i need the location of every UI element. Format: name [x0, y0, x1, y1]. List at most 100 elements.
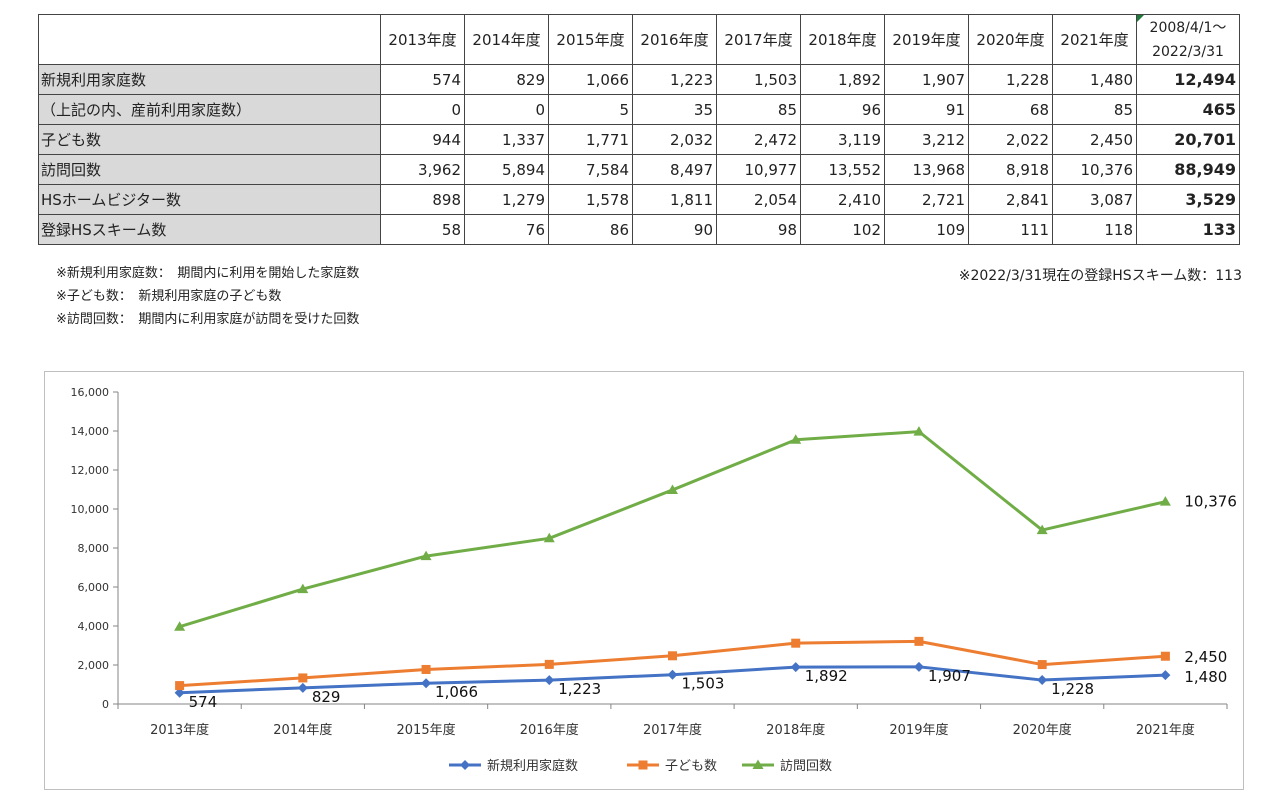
y-tick-label: 8,000	[78, 542, 110, 555]
table-cell: 5	[548, 94, 633, 125]
note-registered-schemes: ※2022/3/31現在の登録HSスキーム数：113	[958, 268, 1242, 284]
table-cell: 898	[380, 184, 465, 215]
legend-label: 訪問回数	[780, 758, 832, 774]
notes-left: ※新規利用家庭数： 期間内に利用を開始した家庭数 ※子ども数： 新規利用家庭の子…	[56, 262, 359, 331]
table-cell: 0	[380, 94, 465, 125]
table-cell: 944	[380, 124, 465, 155]
data-point-triangle	[420, 550, 432, 561]
total-cell: 20,701	[1136, 124, 1240, 155]
data-point-triangle	[543, 532, 555, 543]
table-row: 訪問回数 3,962 5,894 7,584 8,497 10,977 13,552 13,9…	[38, 154, 1240, 185]
x-tick-label: 2020年度	[1013, 722, 1072, 738]
table-cell: 1,503	[716, 64, 801, 95]
total-cell: 88,949	[1136, 154, 1240, 185]
total-cell: 3,529	[1136, 184, 1240, 215]
series-line	[179, 430, 1166, 629]
chart-area: 0 2,000 4,000 6,000 8,000 10,000 12,000 14,000 1…	[44, 371, 1244, 790]
table-cell: 85	[1052, 94, 1137, 125]
data-label: 829	[312, 688, 341, 706]
year-header: 2021年度	[1052, 14, 1137, 65]
data-label: 1,907	[928, 667, 971, 685]
table-cell: 91	[884, 94, 969, 125]
data-label: 2,450	[1184, 648, 1227, 666]
y-tick-label: 6,000	[78, 581, 110, 594]
table-cell: 118	[1052, 214, 1137, 245]
y-tick-label: 16,000	[71, 386, 110, 399]
year-header: 2019年度	[884, 14, 969, 65]
table-row: 登録HSスキーム数 58 76 86 90 98 102 109 111 118 133	[38, 214, 1240, 245]
table-cell: 1,771	[548, 124, 633, 155]
table-cell: 2,841	[968, 184, 1053, 215]
data-point-triangle	[1159, 496, 1171, 506]
data-point-triangle	[297, 583, 309, 594]
note-line: ※訪問回数： 期間内に利用家庭が訪問を受けた回数	[56, 312, 360, 327]
total-cell: 12,494	[1136, 64, 1240, 95]
data-point-diamond	[297, 682, 308, 693]
data-point-square	[791, 638, 801, 648]
table-corner-cell	[38, 14, 381, 65]
table-cell: 13,552	[800, 154, 885, 185]
table-cell: 58	[380, 214, 465, 245]
row-label: （上記の内、産前利用家庭数）	[38, 94, 381, 125]
note-line: ※新規利用家庭数： 期間内に利用を開始した家庭数	[56, 266, 360, 281]
table-cell: 3,119	[800, 124, 885, 155]
table-cell: 1,907	[884, 64, 969, 95]
note-line: ※子ども数： 新規利用家庭の子ども数	[56, 289, 282, 304]
total-header-line2: 2022/3/31	[1152, 43, 1224, 60]
table-row: HSホームビジター数 898 1,279 1,578 1,811 2,054 2,410 2,…	[38, 184, 1240, 215]
data-point-diamond	[790, 662, 801, 673]
row-label: 子ども数	[38, 124, 381, 155]
table-cell: 3,087	[1052, 184, 1137, 215]
data-point-diamond	[913, 661, 924, 672]
table-cell: 2,410	[800, 184, 885, 215]
data-point-square	[1037, 660, 1047, 670]
y-tick-label: 2,000	[78, 659, 110, 672]
table-cell: 2,472	[716, 124, 801, 155]
data-point-diamond	[667, 669, 678, 680]
year-header: 2018年度	[800, 14, 885, 65]
table-cell: 109	[884, 214, 969, 245]
table-cell: 68	[968, 94, 1053, 125]
table-cell: 3,212	[884, 124, 969, 155]
table-cell: 7,584	[548, 154, 633, 185]
data-label: 1,503	[682, 675, 725, 693]
y-tick-label: 14,000	[71, 425, 110, 438]
data-point-diamond	[174, 687, 185, 698]
year-header: 2013年度	[380, 14, 465, 65]
data-point-diamond	[460, 760, 470, 770]
table-cell: 1,892	[800, 64, 885, 95]
y-tick-label: 12,000	[71, 464, 110, 477]
table-header-row: 2013年度 2014年度 2015年度 2016年度 2017年度 2018年…	[38, 14, 1240, 65]
table-cell: 2,032	[632, 124, 717, 155]
data-point-square	[421, 664, 431, 674]
table-cell: 574	[380, 64, 465, 95]
legend-label: 子ども数	[665, 759, 717, 774]
data-point-triangle	[752, 759, 764, 769]
table-cell: 98	[716, 214, 801, 245]
y-tick-label: 4,000	[78, 620, 110, 633]
data-label: 1,223	[558, 680, 601, 698]
table-cell: 102	[800, 214, 885, 245]
x-tick-label: 2014年度	[273, 722, 332, 738]
data-point-triangle	[174, 621, 186, 631]
data-point-square	[1160, 651, 1170, 661]
table-cell: 86	[548, 214, 633, 245]
table-cell: 1,066	[548, 64, 633, 95]
table-row: （上記の内、産前利用家庭数） 0 0 5 35 85 96 91 68 85 465	[38, 94, 1240, 125]
table-cell: 1,337	[464, 124, 549, 155]
year-header: 2014年度	[464, 14, 549, 65]
table-cell: 90	[632, 214, 717, 245]
total-header-line1: 2008/4/1～	[1149, 19, 1227, 36]
y-tick-label: 10,000	[71, 503, 110, 516]
data-point-square	[175, 681, 185, 691]
table-cell: 35	[632, 94, 717, 125]
total-cell: 133	[1136, 214, 1240, 245]
data-point-triangle	[790, 434, 802, 444]
data-label: 10,376	[1184, 493, 1237, 511]
row-label: HSホームビジター数	[38, 184, 381, 215]
cell-comment-marker-icon	[1137, 15, 1144, 22]
data-label: 1,480	[1184, 668, 1227, 686]
line-chart: 0 2,000 4,000 6,000 8,000 10,000 12,000 14,000 1…	[71, 386, 1237, 774]
x-tick-label: 2013年度	[150, 722, 209, 738]
table-cell: 5,894	[464, 154, 549, 185]
